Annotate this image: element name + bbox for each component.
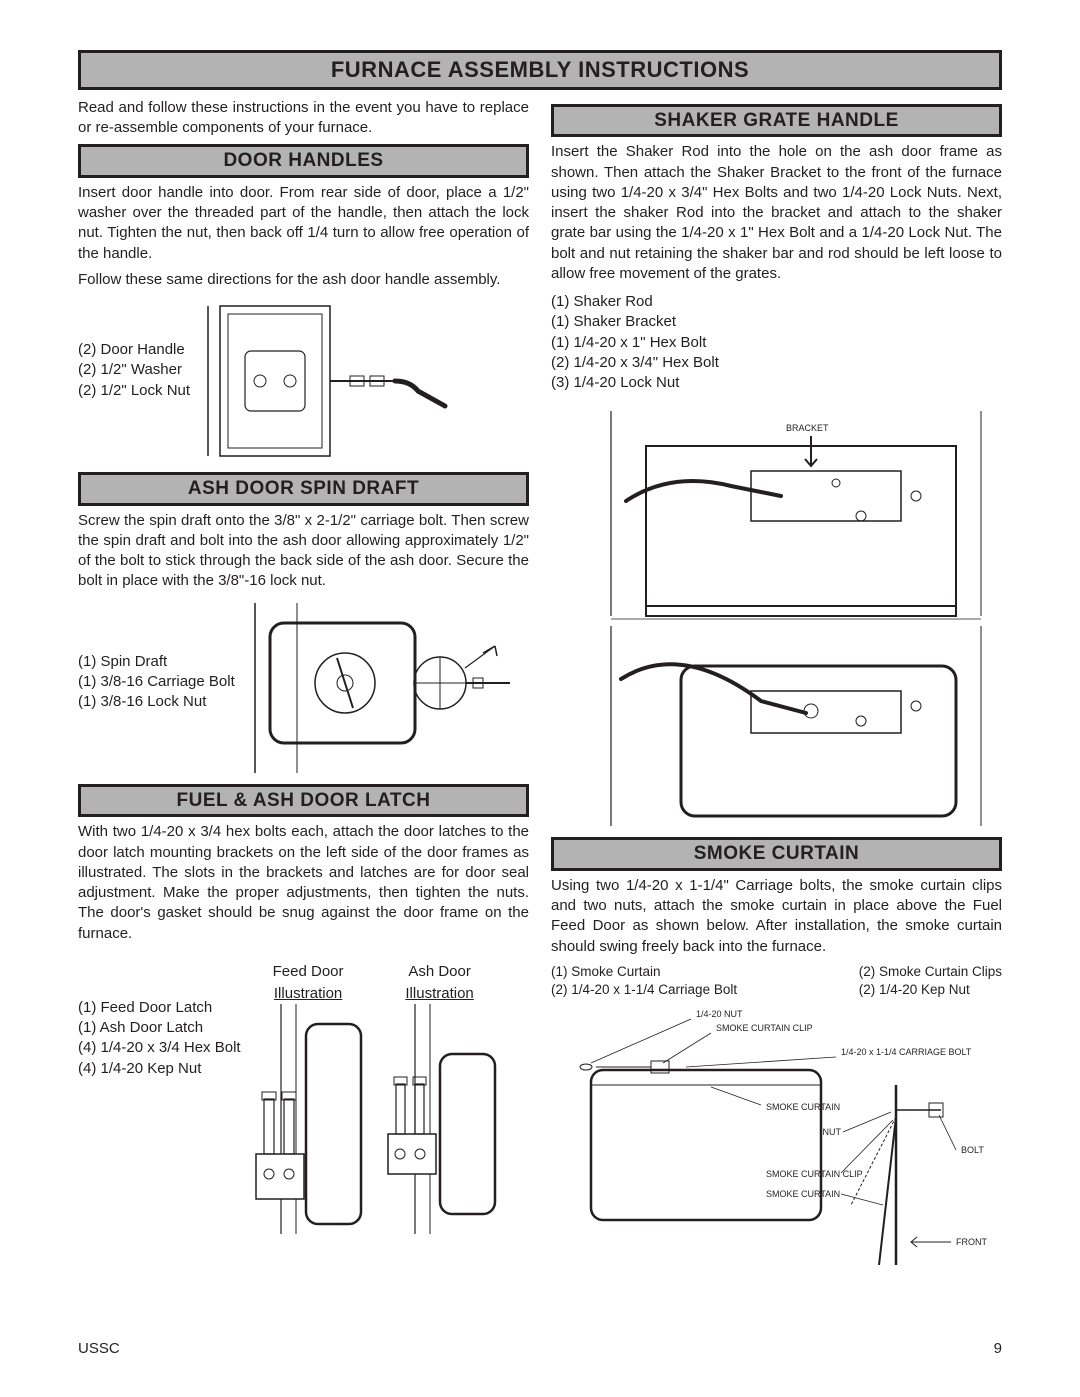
fuel-ash-p1: With two 1/4-20 x 3/4 hex bolts each, at… xyxy=(78,822,529,944)
ash-spin-illustration xyxy=(245,598,515,778)
label-clip-top: SMOKE CURTAIN CLIP xyxy=(716,1023,813,1033)
smoke-header: SMOKE CURTAIN xyxy=(551,837,1002,871)
part-item: (2) 1/4-20 x 3/4" Hex Bolt xyxy=(551,353,1002,373)
fuel-ash-parts: (1) Feed Door Latch (1) Ash Door Latch (… xyxy=(78,970,241,1227)
shaker-p1: Insert the Shaker Rod into the hole on t… xyxy=(551,142,1002,284)
shaker-illustration: BRACKET xyxy=(551,401,1002,831)
part-item: (1) Shaker Rod xyxy=(551,292,1002,312)
door-handles-parts: (2) Door Handle (2) 1/2" Washer (2) 1/2"… xyxy=(78,304,190,401)
smoke-illustration: 1/4-20 NUT SMOKE CURTAIN CLIP 1/4-20 x 1… xyxy=(551,1005,1002,1275)
part-item: (3) 1/4-20 Lock Nut xyxy=(551,373,1002,393)
door-handles-p2: Follow these same directions for the ash… xyxy=(78,270,529,290)
part-item: (1) Shaker Bracket xyxy=(551,312,1002,332)
part-item: (2) Door Handle xyxy=(78,340,190,360)
part-item: (1) Spin Draft xyxy=(78,652,235,672)
part-item: (1) 3/8-16 Lock Nut xyxy=(78,692,235,712)
part-item: (4) 1/4-20 Kep Nut xyxy=(78,1059,241,1079)
part-item: (1) Ash Door Latch xyxy=(78,1018,241,1038)
ash-spin-header: ASH DOOR SPIN DRAFT xyxy=(78,472,529,506)
part-item: (2) 1/2" Lock Nut xyxy=(78,381,190,401)
door-handles-p1: Insert door handle into door. From rear … xyxy=(78,183,529,264)
main-title: FURNACE ASSEMBLY INSTRUCTIONS xyxy=(78,50,1002,90)
part-item: (4) 1/4-20 x 3/4 Hex Bolt xyxy=(78,1038,241,1058)
label-bolt: BOLT xyxy=(961,1145,984,1155)
label-curtain2: SMOKE CURTAIN xyxy=(766,1189,840,1199)
label-front: FRONT xyxy=(956,1237,987,1247)
door-handles-header: DOOR HANDLES xyxy=(78,144,529,178)
part-item: (1) 3/8-16 Carriage Bolt xyxy=(78,672,235,692)
smoke-parts: (1) Smoke Curtain (2) 1/4-20 x 1-1/4 Car… xyxy=(551,963,1002,999)
part-item: (2) 1/4-20 Kep Nut xyxy=(859,981,1002,999)
door-handle-illustration xyxy=(200,296,460,466)
label-carriage: 1/4-20 x 1-1/4 CARRIAGE BOLT xyxy=(841,1047,972,1057)
ash-door-caption-b: Illustration xyxy=(380,984,500,1004)
part-item: (2) 1/4-20 x 1-1/4 Carriage Bolt xyxy=(551,981,737,999)
intro-paragraph: Read and follow these instructions in th… xyxy=(78,98,529,139)
footer-left: USSC xyxy=(78,1339,120,1359)
shaker-parts: (1) Shaker Rod (1) Shaker Bracket (1) 1/… xyxy=(551,292,1002,393)
ash-spin-p1: Screw the spin draft onto the 3/8" x 2-1… xyxy=(78,511,529,592)
content-columns: Read and follow these instructions in th… xyxy=(78,98,1002,1276)
part-item: (1) 1/4-20 x 1" Hex Bolt xyxy=(551,333,1002,353)
left-column: Read and follow these instructions in th… xyxy=(78,98,529,1276)
feed-door-illustration: Feed Door Illustration xyxy=(251,962,366,1235)
footer-right: 9 xyxy=(994,1339,1002,1359)
smoke-p1: Using two 1/4-20 x 1-1/4" Carriage bolts… xyxy=(551,876,1002,957)
part-item: (1) Feed Door Latch xyxy=(78,998,241,1018)
part-item: (1) Smoke Curtain xyxy=(551,963,737,981)
feed-door-caption-a: Feed Door xyxy=(251,962,366,982)
label-nut: NUT xyxy=(823,1127,842,1137)
feed-door-caption-b: Illustration xyxy=(251,984,366,1004)
shaker-header: SHAKER GRATE HANDLE xyxy=(551,104,1002,138)
page-footer: USSC 9 xyxy=(78,1339,1002,1359)
ash-door-caption-a: Ash Door xyxy=(380,962,500,982)
bracket-label: BRACKET xyxy=(786,423,829,433)
label-curtain: SMOKE CURTAIN xyxy=(766,1102,840,1112)
label-clip2: SMOKE CURTAIN CLIP xyxy=(766,1169,863,1179)
ash-spin-parts: (1) Spin Draft (1) 3/8-16 Carriage Bolt … xyxy=(78,606,235,713)
part-item: (2) 1/2" Washer xyxy=(78,360,190,380)
right-column: SHAKER GRATE HANDLE Insert the Shaker Ro… xyxy=(551,98,1002,1276)
ash-door-illustration: Ash Door Illustration xyxy=(380,962,500,1235)
part-item: (2) Smoke Curtain Clips xyxy=(859,963,1002,981)
label-nut-top: 1/4-20 NUT xyxy=(696,1009,743,1019)
fuel-ash-header: FUEL & ASH DOOR LATCH xyxy=(78,784,529,818)
